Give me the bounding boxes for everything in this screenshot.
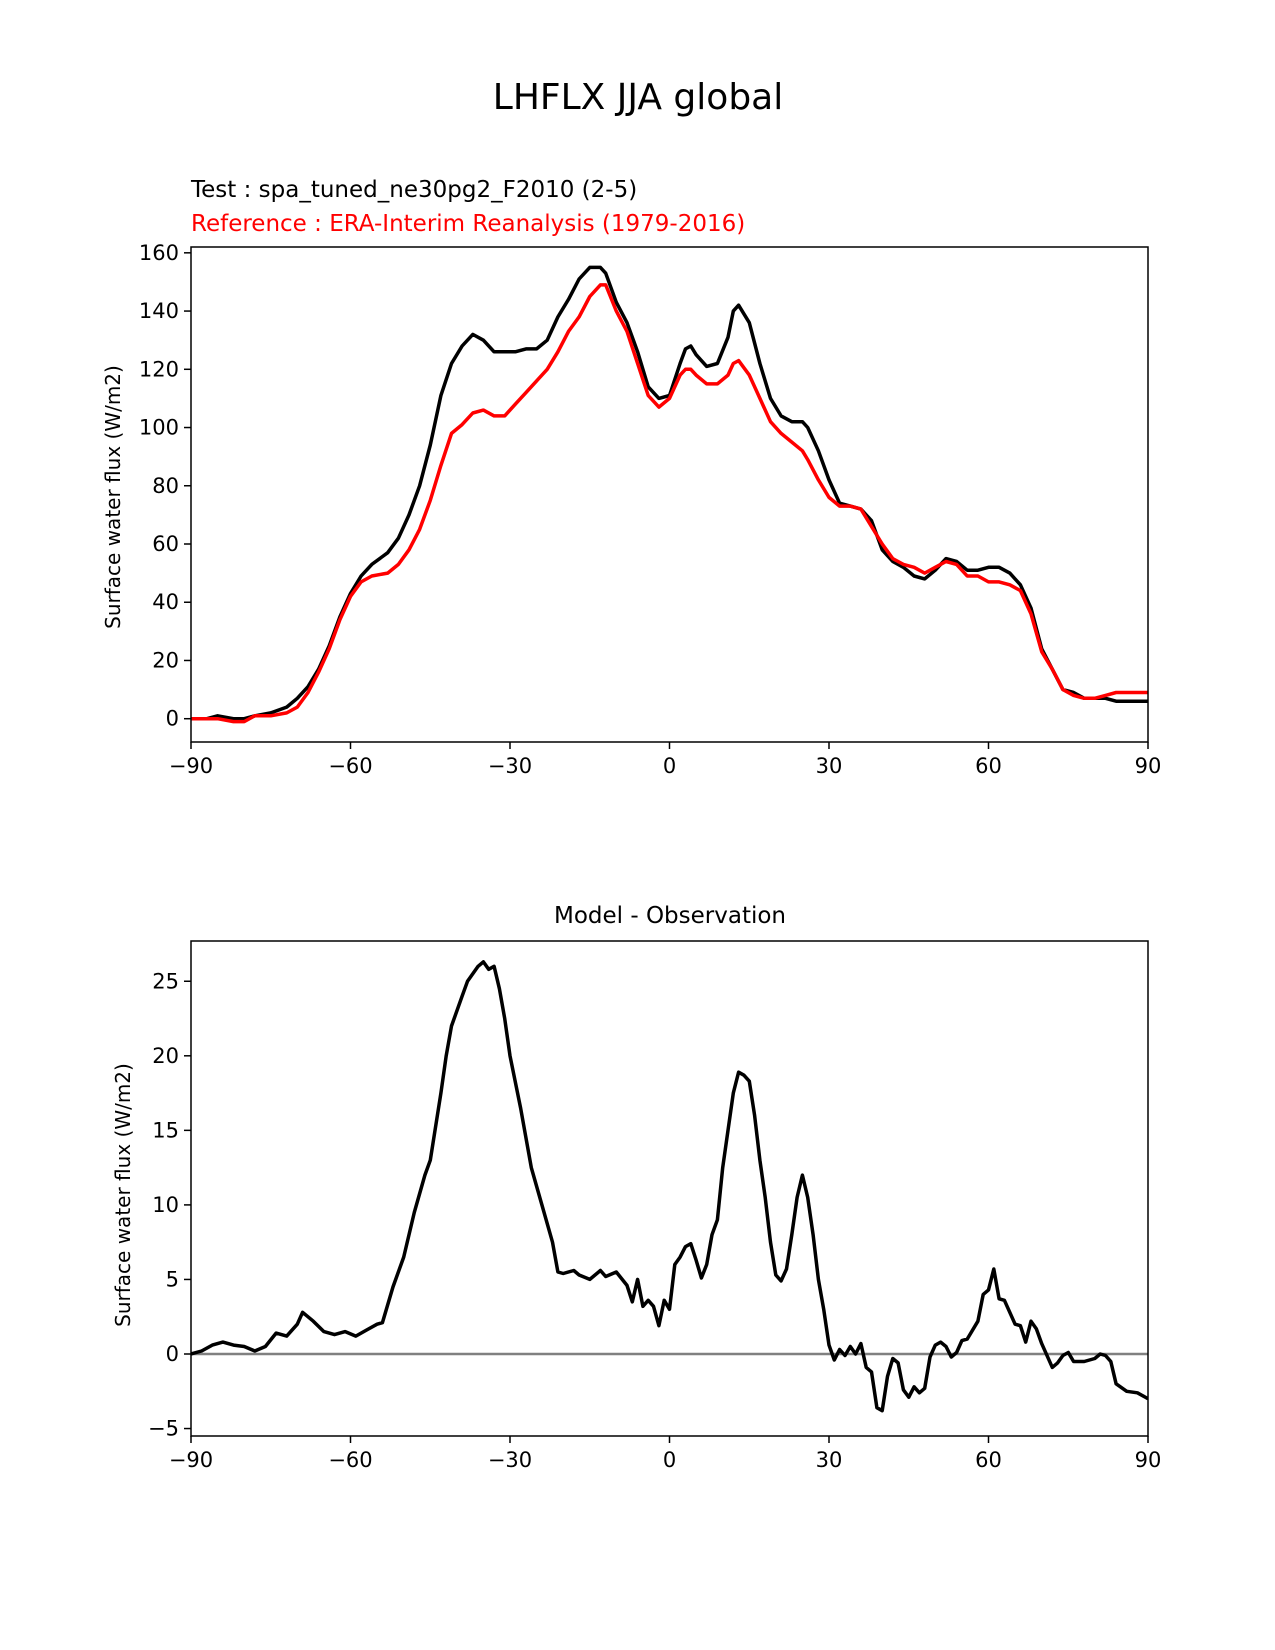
top-plot-area: −90 −60 −30 0 30 60 90 0 20 40 60 80 100 120 140 160 <box>139 241 1161 778</box>
figure-suptitle: LHFLX JJA global <box>493 77 783 118</box>
y-tick-label: 100 <box>139 416 179 440</box>
y-tick-label: 5 <box>166 1267 179 1291</box>
y-tick-label: 15 <box>152 1118 179 1142</box>
series-line-1 <box>191 283 1148 724</box>
x-tick-label: 60 <box>975 754 1002 778</box>
bottom-y-axis-label: Surface water flux (W/m2) <box>111 1063 135 1327</box>
y-tick-label: 20 <box>152 648 179 672</box>
bottom-chart-panel: Model - Observation Surface water flux (… <box>111 903 1161 1472</box>
x-tick-label: −60 <box>328 754 372 778</box>
x-tick-label: 0 <box>663 1448 676 1472</box>
x-tick-label: −90 <box>169 754 213 778</box>
x-tick-label: −30 <box>488 1448 532 1472</box>
x-tick-label: −60 <box>328 1448 372 1472</box>
x-tick-label: 90 <box>1135 754 1162 778</box>
x-tick-label: 90 <box>1135 1448 1162 1472</box>
series-line-0 <box>191 960 1148 1413</box>
x-tick-label: 30 <box>816 754 843 778</box>
series-line-0 <box>191 265 1148 721</box>
y-tick-label: 0 <box>166 1342 179 1366</box>
top-y-axis-label: Surface water flux (W/m2) <box>101 365 125 629</box>
x-tick-label: −30 <box>488 754 532 778</box>
y-tick-label: 80 <box>152 474 179 498</box>
test-title: Test : spa_tuned_ne30pg2_F2010 (2-5) <box>190 177 637 203</box>
y-tick-label: 160 <box>139 241 179 265</box>
y-tick-label: 10 <box>152 1193 179 1217</box>
y-tick-label: 40 <box>152 590 179 614</box>
x-tick-label: 0 <box>663 754 676 778</box>
y-tick-label: −5 <box>148 1417 179 1441</box>
x-tick-label: 30 <box>816 1448 843 1472</box>
axes-frame <box>190 940 1149 1437</box>
y-tick-label: 120 <box>139 357 179 381</box>
y-tick-label: 0 <box>166 707 179 731</box>
y-tick-label: 20 <box>152 1044 179 1068</box>
y-tick-label: 25 <box>152 969 179 993</box>
reference-title: Reference : ERA-Interim Reanalysis (1979… <box>191 211 745 237</box>
top-chart-panel: Test : spa_tuned_ne30pg2_F2010 (2-5) Ref… <box>101 177 1161 778</box>
x-tick-label: 60 <box>975 1448 1002 1472</box>
y-tick-label: 60 <box>152 532 179 556</box>
x-tick-label: −90 <box>169 1448 213 1472</box>
bottom-plot-area: −90 −60 −30 0 30 60 90 −5 0 5 10 15 20 25 <box>148 940 1162 1472</box>
axes-frame <box>190 246 1149 743</box>
y-tick-label: 140 <box>139 299 179 323</box>
difference-title: Model - Observation <box>554 903 786 929</box>
